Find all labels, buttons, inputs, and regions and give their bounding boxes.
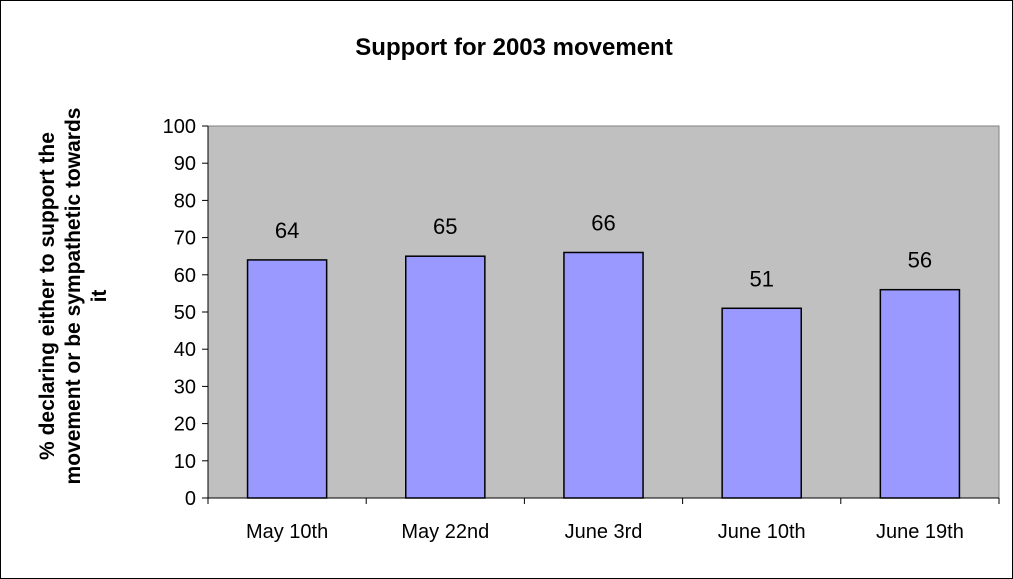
bar-data-label: 51 <box>749 266 773 291</box>
x-tick-label: May 22nd <box>401 521 489 543</box>
chart-title: Support for 2003 movement <box>355 34 672 61</box>
y-axis-label-line-1: % declaring either to support the <box>36 132 59 460</box>
x-tick-label: June 3rd <box>565 521 643 543</box>
x-tick-label: June 19th <box>876 521 964 543</box>
y-axis: 0 10 20 30 40 50 60 70 80 90 100 <box>163 116 209 510</box>
y-tick-label: 40 <box>174 339 196 361</box>
x-axis: May 10th May 22nd June 3rd June 10th June 19… <box>207 497 1000 543</box>
bar-data-label: 64 <box>275 218 299 243</box>
y-tick-label: 100 <box>163 116 196 138</box>
bar <box>879 288 961 499</box>
data-labels: 64 65 66 51 56 <box>275 210 932 291</box>
y-axis-label-line-2: movement or be sympathetic towards <box>62 108 85 485</box>
y-tick-label: 70 <box>174 228 196 250</box>
y-tick-label: 80 <box>174 190 196 212</box>
y-axis-label-line-3: it <box>88 290 111 303</box>
y-tick-label: 60 <box>174 265 196 287</box>
y-tick-label: 30 <box>174 376 196 398</box>
bar-data-label: 56 <box>908 248 932 273</box>
bar-data-label: 65 <box>433 214 457 239</box>
y-tick-label: 0 <box>185 488 196 510</box>
bar-data-label: 66 <box>591 210 615 235</box>
bar <box>246 259 328 499</box>
bar <box>721 307 803 499</box>
y-tick-label: 10 <box>174 451 196 473</box>
y-tick-label: 20 <box>174 414 196 436</box>
bars <box>246 251 961 499</box>
y-tick-label: 50 <box>174 302 196 324</box>
x-tick-label: May 10th <box>246 521 328 543</box>
bar <box>563 251 644 499</box>
bar <box>405 255 486 499</box>
y-axis-label: % declaring either to support the moveme… <box>36 108 111 485</box>
y-tick-label: 90 <box>174 153 196 175</box>
x-tick-label: June 10th <box>718 521 806 543</box>
